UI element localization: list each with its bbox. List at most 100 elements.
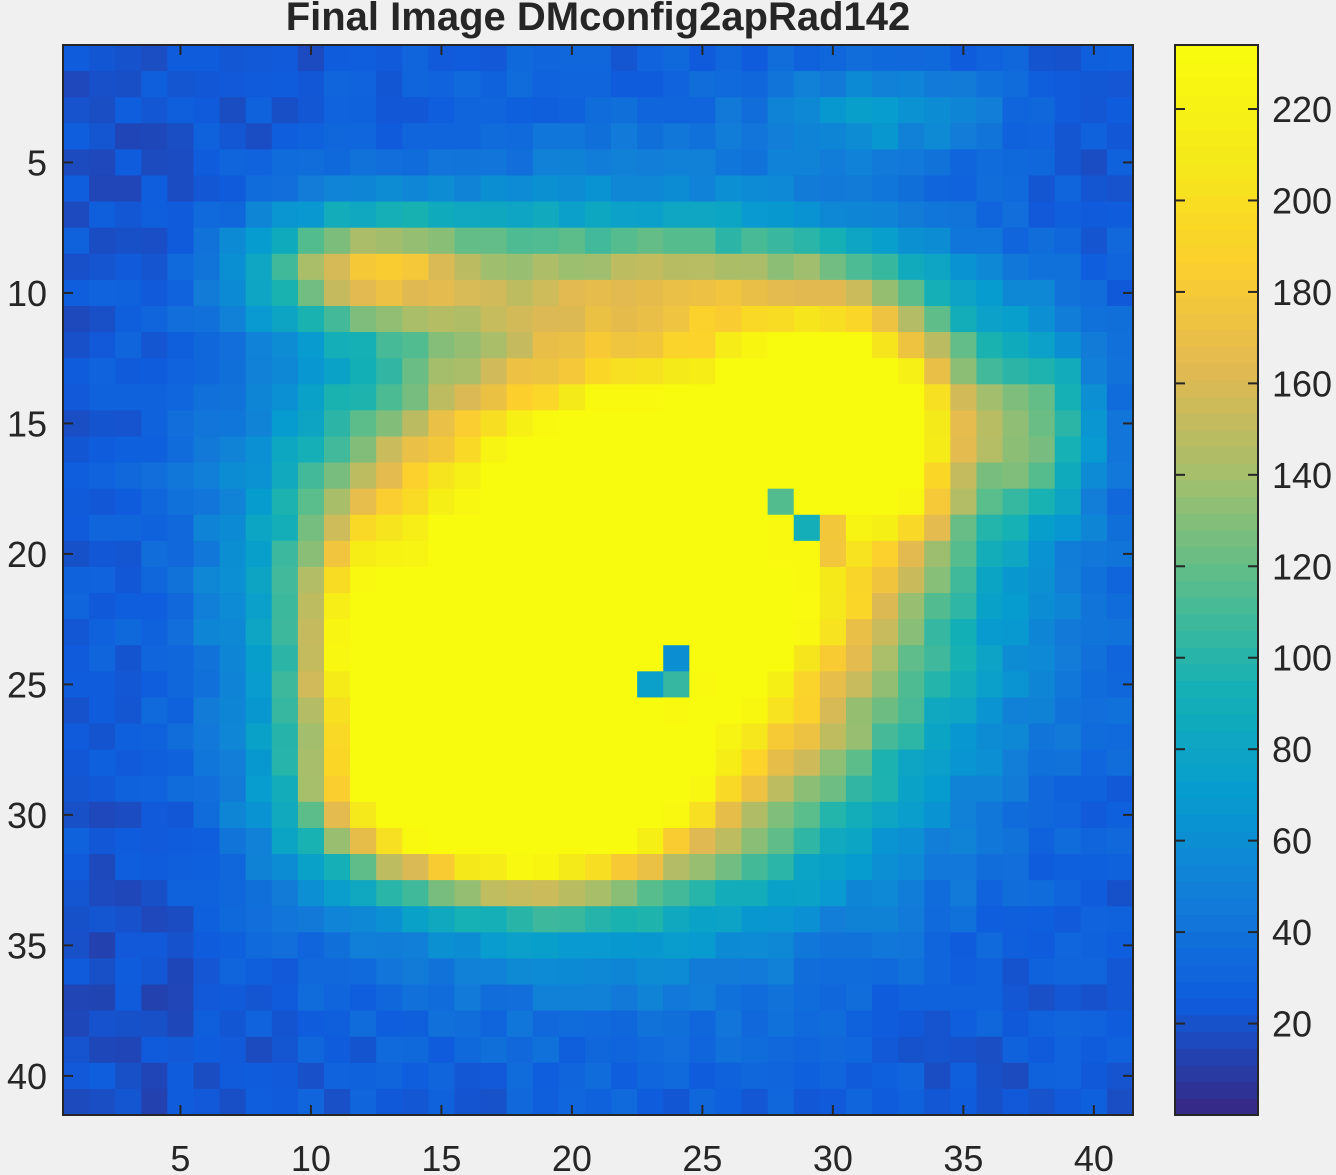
heatmap-cell — [506, 645, 534, 672]
heatmap-cell — [323, 305, 351, 333]
heatmap-cell — [376, 801, 403, 829]
heatmap-cell — [323, 149, 351, 177]
heatmap-cell — [1106, 593, 1134, 620]
heatmap-cell — [63, 71, 90, 98]
heatmap-cell — [663, 175, 690, 203]
heatmap-cell — [637, 723, 664, 751]
heatmap-cell — [323, 958, 351, 986]
heatmap-cell — [611, 775, 638, 803]
heatmap-cell — [715, 906, 743, 933]
heatmap-cell — [924, 45, 951, 72]
heatmap-cell — [219, 749, 247, 777]
heatmap-cell — [611, 123, 638, 150]
heatmap-cell — [898, 279, 925, 307]
x-tick-label: 30 — [813, 1138, 853, 1175]
heatmap-cell — [924, 697, 951, 725]
heatmap-cell — [376, 645, 403, 672]
heatmap-cell — [89, 619, 116, 646]
heatmap-cell — [767, 645, 795, 672]
heatmap-cell — [115, 749, 142, 777]
heatmap-cell — [950, 97, 978, 124]
heatmap-cell — [558, 619, 586, 646]
heatmap-cell — [845, 801, 873, 829]
heatmap-cell — [1080, 723, 1108, 751]
heatmap-cell — [297, 645, 325, 672]
heatmap-cell — [115, 880, 142, 907]
heatmap-cell — [115, 253, 142, 281]
heatmap-cell — [1106, 436, 1134, 464]
heatmap-cell — [193, 906, 221, 933]
heatmap-cell — [872, 305, 899, 333]
heatmap-cell — [402, 45, 429, 72]
heatmap-cell — [898, 123, 925, 150]
heatmap-cell — [611, 671, 638, 699]
heatmap-cell — [741, 488, 769, 516]
heatmap-cell — [219, 123, 247, 150]
heatmap-cell — [63, 227, 90, 255]
heatmap-cell — [845, 149, 873, 177]
heatmap-cell — [584, 514, 612, 542]
heatmap-cell — [219, 697, 247, 725]
heatmap-cell — [637, 279, 664, 307]
heatmap-cell — [1002, 410, 1030, 438]
heatmap-cell — [323, 671, 351, 699]
heatmap-cell — [819, 984, 847, 1012]
heatmap-cell — [1054, 462, 1082, 490]
heatmap-cell — [1002, 645, 1030, 672]
heatmap-cell — [428, 384, 456, 411]
heatmap-cell — [245, 71, 273, 98]
heatmap-cell — [1002, 332, 1030, 359]
heatmap-cell — [141, 671, 168, 699]
heatmap-cell — [506, 488, 534, 516]
heatmap-cell — [872, 1036, 899, 1064]
heatmap-cell — [976, 854, 1004, 881]
heatmap-cell — [1028, 332, 1056, 359]
heatmap-cell — [350, 305, 377, 333]
heatmap-cell — [663, 45, 690, 72]
heatmap-cell — [872, 801, 899, 829]
heatmap-cell — [219, 358, 247, 385]
heatmap-cell — [767, 801, 795, 829]
heatmap-cell — [793, 958, 821, 986]
heatmap-cell — [219, 645, 247, 672]
heatmap-cell — [480, 71, 508, 98]
heatmap-cell — [271, 880, 299, 907]
heatmap-cell — [115, 593, 142, 620]
heatmap-cell — [1080, 71, 1108, 98]
heatmap-cell — [115, 384, 142, 411]
heatmap-cell — [89, 749, 116, 777]
heatmap-cell — [1106, 332, 1134, 359]
heatmap-cell — [193, 880, 221, 907]
colorbar-segment — [1175, 279, 1258, 297]
heatmap-cell — [376, 149, 403, 177]
heatmap-cell — [715, 358, 743, 385]
heatmap-cell — [115, 1088, 142, 1116]
heatmap-cell — [845, 540, 873, 568]
heatmap-cell — [689, 253, 717, 281]
heatmap-cell — [950, 593, 978, 620]
heatmap-cell — [89, 279, 116, 307]
heatmap-cell — [506, 827, 534, 855]
heatmap-cell — [976, 45, 1004, 72]
heatmap-cell — [845, 827, 873, 855]
heatmap-cell — [1106, 462, 1134, 490]
heatmap-cell — [558, 201, 586, 229]
heatmap-cell — [141, 723, 168, 751]
heatmap-cell — [715, 384, 743, 411]
heatmap-cell — [1028, 305, 1056, 333]
heatmap-cell — [845, 697, 873, 725]
heatmap-cell — [1028, 1010, 1056, 1038]
heatmap-cell — [819, 697, 847, 725]
heatmap-cell — [950, 305, 978, 333]
colorbar-segment — [1175, 78, 1258, 96]
heatmap-cell — [480, 540, 508, 568]
heatmap-cell — [428, 358, 456, 385]
heatmap-cell — [1080, 410, 1108, 438]
heatmap-cell — [872, 854, 899, 881]
heatmap-cell — [480, 253, 508, 281]
heatmap-cell — [845, 671, 873, 699]
heatmap-cell — [428, 410, 456, 438]
heatmap-cell — [428, 1062, 456, 1090]
heatmap-cell — [637, 827, 664, 855]
heatmap-cell — [663, 1088, 690, 1116]
